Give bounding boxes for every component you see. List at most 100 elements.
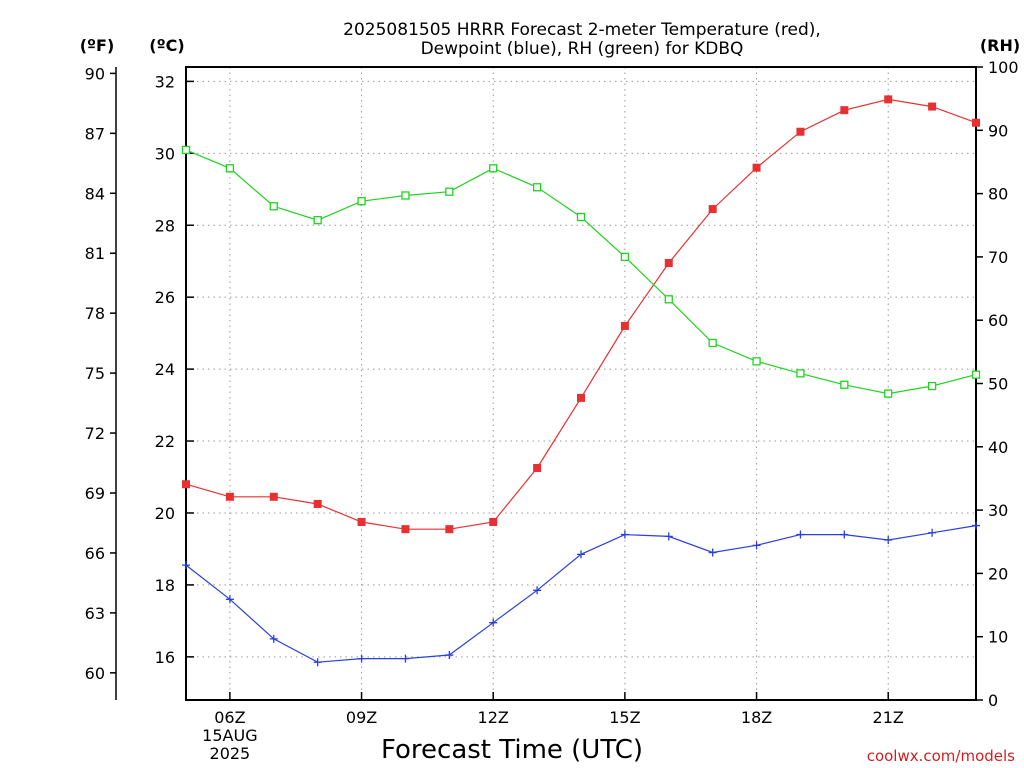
x-tick-label: 06Z <box>214 708 245 727</box>
rh-point <box>796 369 805 378</box>
celsius-tick-label: 16 <box>155 648 175 667</box>
dewpoint-point <box>225 595 234 604</box>
celsius-tick-label: 24 <box>155 360 175 379</box>
rh-unit-label: (RH) <box>980 36 1020 55</box>
rh-point <box>357 197 366 206</box>
chart-title-line-2: Dewpoint (blue), RH (green) for KDBQ <box>421 39 744 59</box>
temperature-point <box>796 127 805 136</box>
temperature-point <box>489 517 498 526</box>
dewpoint-point <box>445 651 454 660</box>
rh-tick-label: 10 <box>988 628 1008 647</box>
dewpoint-point <box>928 528 937 537</box>
fahrenheit-tick-label: 90 <box>85 64 105 83</box>
rh-tick-label: 40 <box>988 438 1008 457</box>
x-tick-label: 15Z <box>609 708 640 727</box>
fahrenheit-tick-label: 69 <box>85 484 105 503</box>
dewpoint-point <box>269 634 278 643</box>
dewpoint-point <box>313 658 322 667</box>
rh-point <box>927 381 937 391</box>
temperature-point <box>708 205 717 214</box>
dewpoint-point <box>972 521 980 530</box>
celsius-tick-label: 30 <box>155 144 175 163</box>
fahrenheit-tick-label: 63 <box>85 604 105 623</box>
credit-text: coolwx.com/models <box>867 747 1015 765</box>
temperature-point <box>445 525 454 534</box>
dewpoint-point <box>182 561 190 570</box>
rh-point <box>489 164 498 173</box>
rh-point <box>313 216 322 225</box>
dewpoint-point <box>533 586 542 595</box>
temperature-point <box>357 517 366 526</box>
dewpoint-point <box>884 535 893 544</box>
x-tick-date-label: 15AUG <box>202 726 257 745</box>
temperature-point <box>884 95 893 104</box>
rh-point <box>576 212 586 222</box>
rh-point <box>445 187 454 196</box>
fahrenheit-tick-label: 72 <box>85 424 105 443</box>
rh-point <box>620 252 630 262</box>
rh-point <box>708 338 717 348</box>
rh-tick-label: 60 <box>988 311 1008 330</box>
celsius-tick-label: 26 <box>155 288 175 307</box>
fahrenheit-tick-label: 81 <box>85 244 105 263</box>
celsius-tick-label: 28 <box>155 216 175 235</box>
temperature-point <box>533 464 542 473</box>
temperature-point <box>752 163 761 172</box>
dewpoint-point <box>620 530 629 539</box>
rh-tick-label: 80 <box>988 185 1008 204</box>
temperature-point <box>577 393 585 402</box>
temperature-point <box>313 499 322 508</box>
chart-title-line-1: 2025081505 HRRR Forecast 2-meter Tempera… <box>343 20 821 40</box>
rh-point <box>225 164 235 173</box>
x-axis-label: Forecast Time (UTC) <box>381 735 643 765</box>
dewpoint-point <box>664 532 673 541</box>
dewpoint-point <box>752 541 761 550</box>
rh-point <box>401 191 410 200</box>
dewpoint-point <box>796 530 805 539</box>
celsius-tick-label: 22 <box>155 432 175 451</box>
rh-point <box>971 370 981 379</box>
x-tick-year-label: 2025 <box>210 744 251 763</box>
dewpoint-point <box>489 618 498 627</box>
rh-point <box>752 357 761 366</box>
dewpoint-point <box>708 548 717 557</box>
x-tick-label: 09Z <box>346 708 377 727</box>
temperature-point <box>840 106 849 115</box>
celsius-tick-label: 32 <box>155 72 175 91</box>
temperature-point <box>928 102 937 111</box>
rh-point <box>269 202 278 211</box>
grid-lines <box>186 67 976 700</box>
celsius-unit-label: (ºC) <box>149 36 184 55</box>
temperature-point <box>225 492 234 501</box>
x-tick-label: 18Z <box>741 708 772 727</box>
rh-point <box>884 389 893 398</box>
temperature-point <box>182 480 190 489</box>
celsius-tick-label: 20 <box>155 504 175 523</box>
x-tick-label: 21Z <box>873 708 904 727</box>
rh-point <box>532 183 542 192</box>
temperature-point <box>401 525 410 534</box>
data-series <box>181 95 981 667</box>
rh-line <box>185 149 977 395</box>
fahrenheit-tick-label: 84 <box>85 184 105 203</box>
celsius-tick-label: 18 <box>155 576 175 595</box>
rh-tick-label: 0 <box>988 691 998 710</box>
rh-tick-label: 30 <box>988 501 1008 520</box>
rh-tick-label: 20 <box>988 564 1008 583</box>
x-tick-label: 12Z <box>478 708 509 727</box>
fahrenheit-tick-label: 66 <box>85 544 105 563</box>
rh-point <box>664 295 673 304</box>
rh-tick-label: 70 <box>988 248 1008 267</box>
temperature-point <box>664 259 673 268</box>
fahrenheit-tick-label: 60 <box>85 664 105 683</box>
axes: 16 18 20 22 24 26 28 30 32 60 63 66 69 72 75 78 81 84 87 90… <box>85 58 1019 763</box>
temperature-point <box>972 118 980 127</box>
dewpoint-line <box>185 525 977 663</box>
dewpoint-point <box>401 654 410 663</box>
rh-point <box>840 380 849 389</box>
rh-tick-label: 100 <box>988 58 1019 77</box>
fahrenheit-tick-label: 78 <box>85 304 105 323</box>
plot-frame <box>185 66 977 701</box>
dewpoint-point <box>577 550 585 559</box>
